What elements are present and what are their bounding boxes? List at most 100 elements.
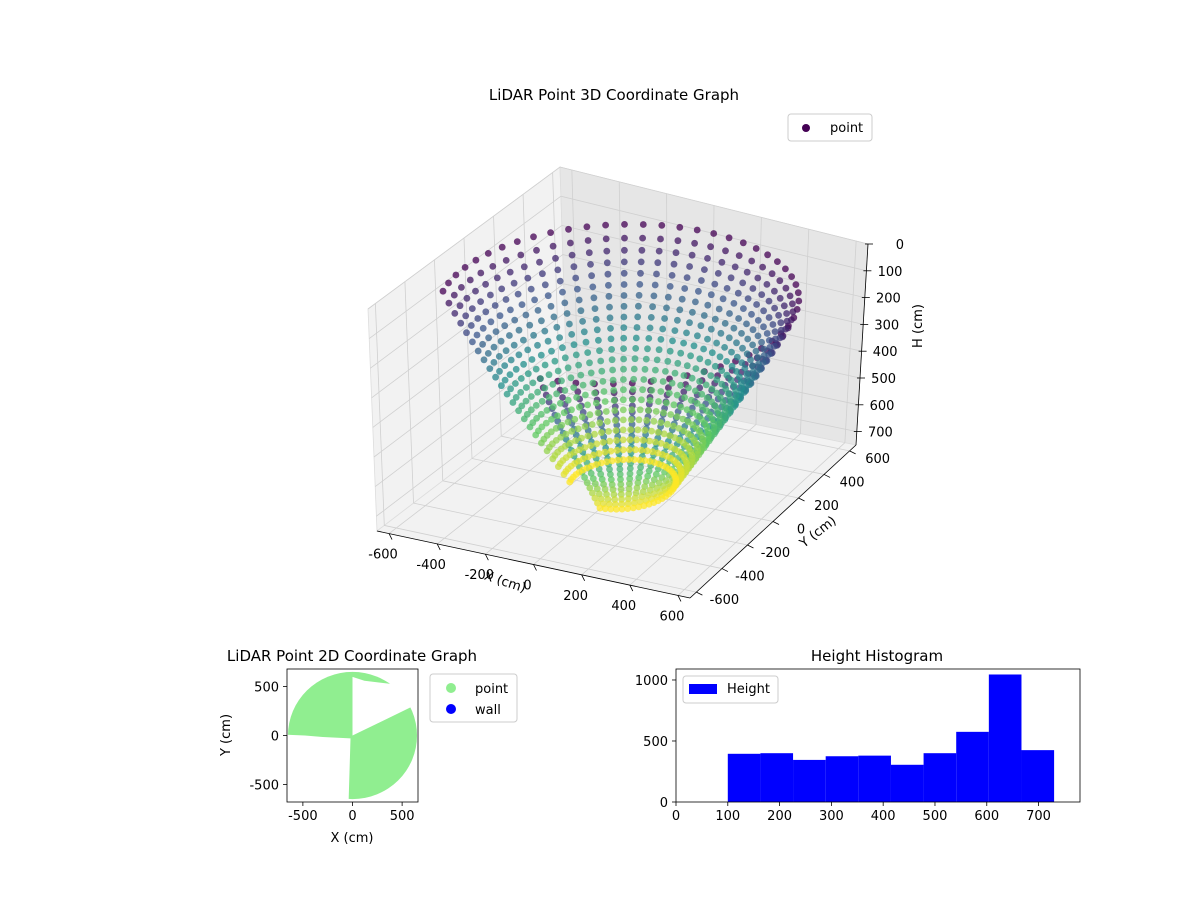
point-3d <box>734 354 741 361</box>
y-tick-label-3d: -200 <box>761 546 791 561</box>
legend-label-point-2d: point <box>475 682 508 697</box>
point-3d <box>485 350 492 357</box>
point-3d <box>667 411 674 418</box>
point-3d <box>506 332 513 339</box>
point-3d <box>597 505 604 512</box>
point-3d <box>676 306 683 313</box>
point-3d <box>611 397 618 404</box>
point-3d <box>534 389 541 396</box>
z-tick-label-3d: 200 <box>876 292 901 307</box>
point-3d <box>582 392 589 399</box>
point-3d <box>755 361 762 368</box>
point-3d <box>755 317 762 324</box>
point-3d <box>611 407 618 414</box>
point-3d <box>445 280 452 287</box>
point-3d <box>691 240 698 247</box>
point-3d <box>595 337 602 344</box>
point-3d <box>584 223 591 230</box>
point-3d <box>654 357 661 364</box>
point-3d <box>749 369 756 376</box>
point-3d <box>528 393 535 400</box>
point-3d <box>565 419 572 426</box>
point-3d <box>507 307 514 314</box>
point-3d <box>620 396 627 403</box>
point-3d <box>669 380 676 387</box>
x-tick-label-2d: -500 <box>288 809 318 824</box>
point-3d <box>724 285 731 292</box>
point-3d <box>684 406 691 413</box>
point-3d <box>591 294 598 301</box>
point-3d <box>732 264 739 271</box>
point-3d <box>588 370 595 377</box>
point-3d <box>605 428 612 435</box>
point-3d <box>748 311 755 318</box>
point-3d <box>492 374 499 381</box>
point-3d <box>681 394 688 401</box>
point-3d <box>781 302 788 309</box>
point-3d <box>674 360 681 367</box>
x-tick-label-3d: 400 <box>611 599 636 614</box>
point-3d <box>553 324 560 331</box>
point-3d <box>550 403 557 410</box>
point-3d <box>474 332 481 339</box>
point-3d <box>644 345 651 352</box>
y-tick-label-3d: -400 <box>735 570 765 585</box>
point-3d <box>517 389 524 396</box>
point-3d <box>638 447 645 454</box>
legend-marker-wall-2d <box>446 704 456 714</box>
point-3d <box>777 295 784 302</box>
legend-histogram: Height <box>683 676 778 703</box>
point-3d <box>764 251 771 258</box>
point-3d <box>665 294 672 301</box>
point-3d <box>558 377 565 384</box>
point-3d <box>784 318 791 325</box>
point-3d <box>772 328 779 335</box>
x-tick-label-2d: 500 <box>390 809 415 824</box>
point-3d <box>446 300 453 307</box>
point-3d <box>731 300 738 307</box>
point-3d <box>606 293 613 300</box>
point-3d <box>630 386 637 393</box>
point-3d <box>760 323 767 330</box>
point-3d <box>568 428 575 435</box>
point-3d <box>533 247 540 254</box>
point-3d <box>713 340 720 347</box>
x-tick-label-3d: 600 <box>660 609 685 624</box>
point-3d <box>728 274 735 281</box>
point-3d <box>589 284 596 291</box>
point-3d <box>587 411 594 418</box>
point-3d <box>621 235 628 242</box>
point-3d <box>491 344 498 351</box>
point-3d <box>552 255 559 262</box>
point-3d <box>556 334 563 341</box>
legend-label-height: Height <box>727 682 770 697</box>
point-3d <box>539 270 546 277</box>
point-3d <box>507 371 514 378</box>
point-3d <box>755 333 762 340</box>
point-3d <box>621 314 628 321</box>
point-3d <box>782 266 789 273</box>
point-3d <box>576 297 583 304</box>
point-3d <box>573 394 580 401</box>
point-3d <box>650 377 657 384</box>
point-3d <box>712 363 719 370</box>
point-3d <box>578 307 585 314</box>
point-3d <box>602 398 609 405</box>
point-3d <box>614 447 621 454</box>
point-3d <box>467 277 474 284</box>
point-3d <box>703 382 710 389</box>
point-3d <box>715 270 722 277</box>
point-3d <box>718 367 725 374</box>
point-3d <box>451 310 458 317</box>
point-3d <box>628 406 635 413</box>
point-3d <box>492 302 499 309</box>
point-3d <box>544 407 551 414</box>
point-3d <box>766 314 773 321</box>
point-3d <box>620 366 627 373</box>
point-3d <box>512 380 519 387</box>
point-3d <box>626 446 633 453</box>
point-3d <box>637 270 644 277</box>
point-3d <box>640 376 647 383</box>
point-3d <box>652 367 659 374</box>
point-3d <box>640 437 647 444</box>
